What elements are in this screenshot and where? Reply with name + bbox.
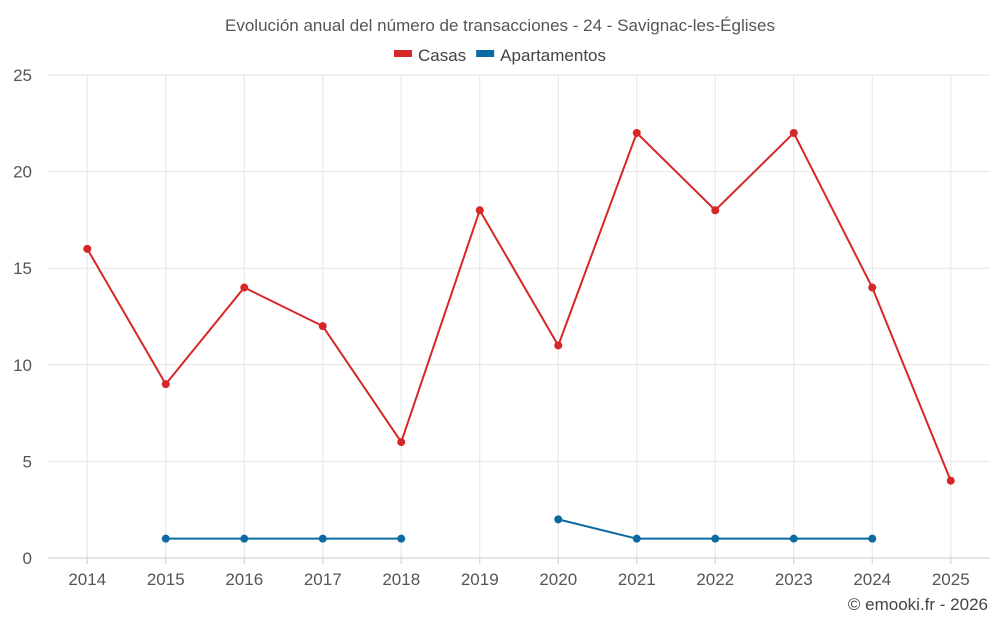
y-tick-label: 20 (13, 163, 32, 182)
data-point[interactable] (868, 534, 877, 543)
data-point[interactable] (240, 534, 249, 543)
legend-label: Apartamentos (500, 46, 606, 65)
legend-item-casas[interactable]: Casas (393, 46, 466, 65)
data-point[interactable] (161, 380, 170, 389)
x-tick-label: 2025 (932, 570, 970, 589)
legend: Casas Apartamentos (393, 46, 606, 65)
y-tick-label: 10 (13, 356, 32, 375)
x-tick-label: 2018 (382, 570, 420, 589)
legend-item-apartamentos[interactable]: Apartamentos (476, 46, 606, 65)
legend-swatch (393, 50, 412, 57)
data-point[interactable] (789, 128, 798, 137)
x-tick-label: 2020 (539, 570, 577, 589)
data-point[interactable] (397, 534, 406, 543)
data-point[interactable] (240, 283, 249, 292)
data-point[interactable] (711, 534, 720, 543)
data-point[interactable] (397, 438, 406, 447)
x-tick-label: 2022 (696, 570, 734, 589)
data-point[interactable] (83, 244, 92, 253)
y-tick-label: 5 (23, 452, 32, 471)
data-point[interactable] (632, 128, 641, 137)
x-tick-label: 2014 (68, 570, 106, 589)
data-point[interactable] (632, 534, 641, 543)
y-tick-label: 25 (13, 66, 32, 85)
x-tick-label: 2021 (618, 570, 656, 589)
data-point[interactable] (318, 534, 327, 543)
data-point[interactable] (475, 206, 484, 215)
y-tick-label: 15 (13, 259, 32, 278)
chart-title: Evolución anual del número de transaccio… (225, 16, 775, 35)
data-point[interactable] (161, 534, 170, 543)
data-point[interactable] (868, 283, 877, 292)
series-line (86, 131, 952, 482)
x-tick-label: 2017 (304, 570, 342, 589)
series-casas (83, 128, 955, 485)
legend-label: Casas (418, 46, 466, 65)
data-point[interactable] (789, 534, 798, 543)
x-tick-label: 2015 (147, 570, 185, 589)
x-tick-label: 2016 (225, 570, 263, 589)
x-tick-label: 2019 (461, 570, 499, 589)
legend-swatch (476, 50, 495, 57)
series-layer (83, 128, 955, 543)
data-point[interactable] (711, 206, 720, 215)
data-point[interactable] (554, 341, 563, 350)
data-point[interactable] (318, 322, 327, 331)
data-point[interactable] (554, 515, 563, 524)
grid (48, 74, 990, 558)
y-tick-label: 0 (23, 549, 32, 568)
data-point[interactable] (946, 476, 955, 485)
x-tick-label: 2023 (775, 570, 813, 589)
x-tick-label: 2024 (853, 570, 891, 589)
credit-text: © emooki.fr - 2026 (848, 595, 988, 614)
series-apartamentos (161, 515, 877, 543)
